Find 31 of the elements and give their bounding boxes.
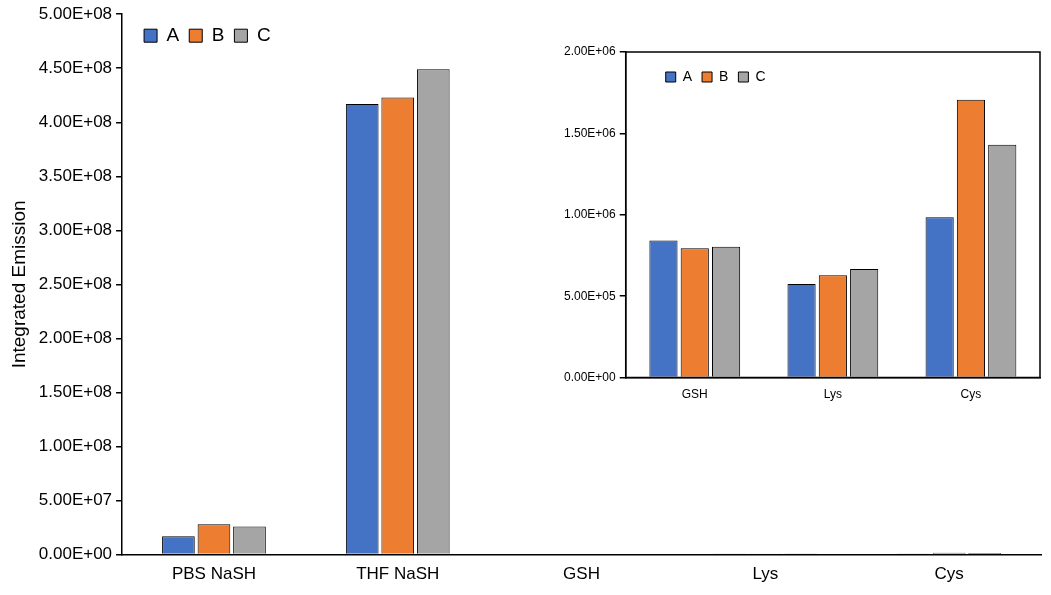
x-tick-label: Cys [934, 564, 964, 584]
legend-label: B [211, 23, 225, 45]
legend-label: C [256, 23, 271, 45]
y-tick-label: 0.00E+00 [38, 544, 113, 564]
y-tick-label: 2.50E+08 [38, 274, 113, 294]
x-tick-label: THF NaSH [356, 564, 440, 584]
x-tick-label: GSH [563, 564, 600, 584]
x-tick-label: PBS NaSH [171, 564, 256, 584]
y-tick-label: 2.00E+08 [38, 328, 113, 348]
y-tick-label: 1.50E+06 [564, 125, 617, 140]
y-tick-label: 4.50E+08 [38, 57, 113, 77]
legend-label: B [719, 67, 729, 84]
y-tick-label: 2.00E+06 [564, 44, 617, 59]
x-tick-label: Cys [960, 387, 982, 402]
y-tick-label: 4.00E+08 [38, 111, 113, 131]
legend-label: C [755, 67, 766, 84]
y-tick-label: 1.00E+06 [564, 207, 617, 222]
y-axis-title: Integrated Emission [7, 200, 29, 369]
y-tick-label: 1.00E+08 [38, 436, 113, 456]
y-tick-label: 3.00E+08 [38, 220, 113, 240]
x-tick-label: GSH [681, 387, 708, 402]
x-tick-label: Lys [823, 387, 842, 402]
legend-label: A [682, 67, 693, 84]
y-tick-label: 3.50E+08 [38, 166, 113, 186]
y-tick-label: 0.00E+00 [564, 369, 617, 384]
y-tick-label: 5.00E+08 [38, 3, 113, 23]
x-tick-label: Lys [752, 564, 779, 584]
y-tick-label: 5.00E+05 [564, 288, 617, 303]
legend-label: A [166, 23, 180, 45]
y-tick-label: 1.50E+08 [38, 382, 113, 402]
y-tick-label: 5.00E+07 [38, 490, 113, 510]
